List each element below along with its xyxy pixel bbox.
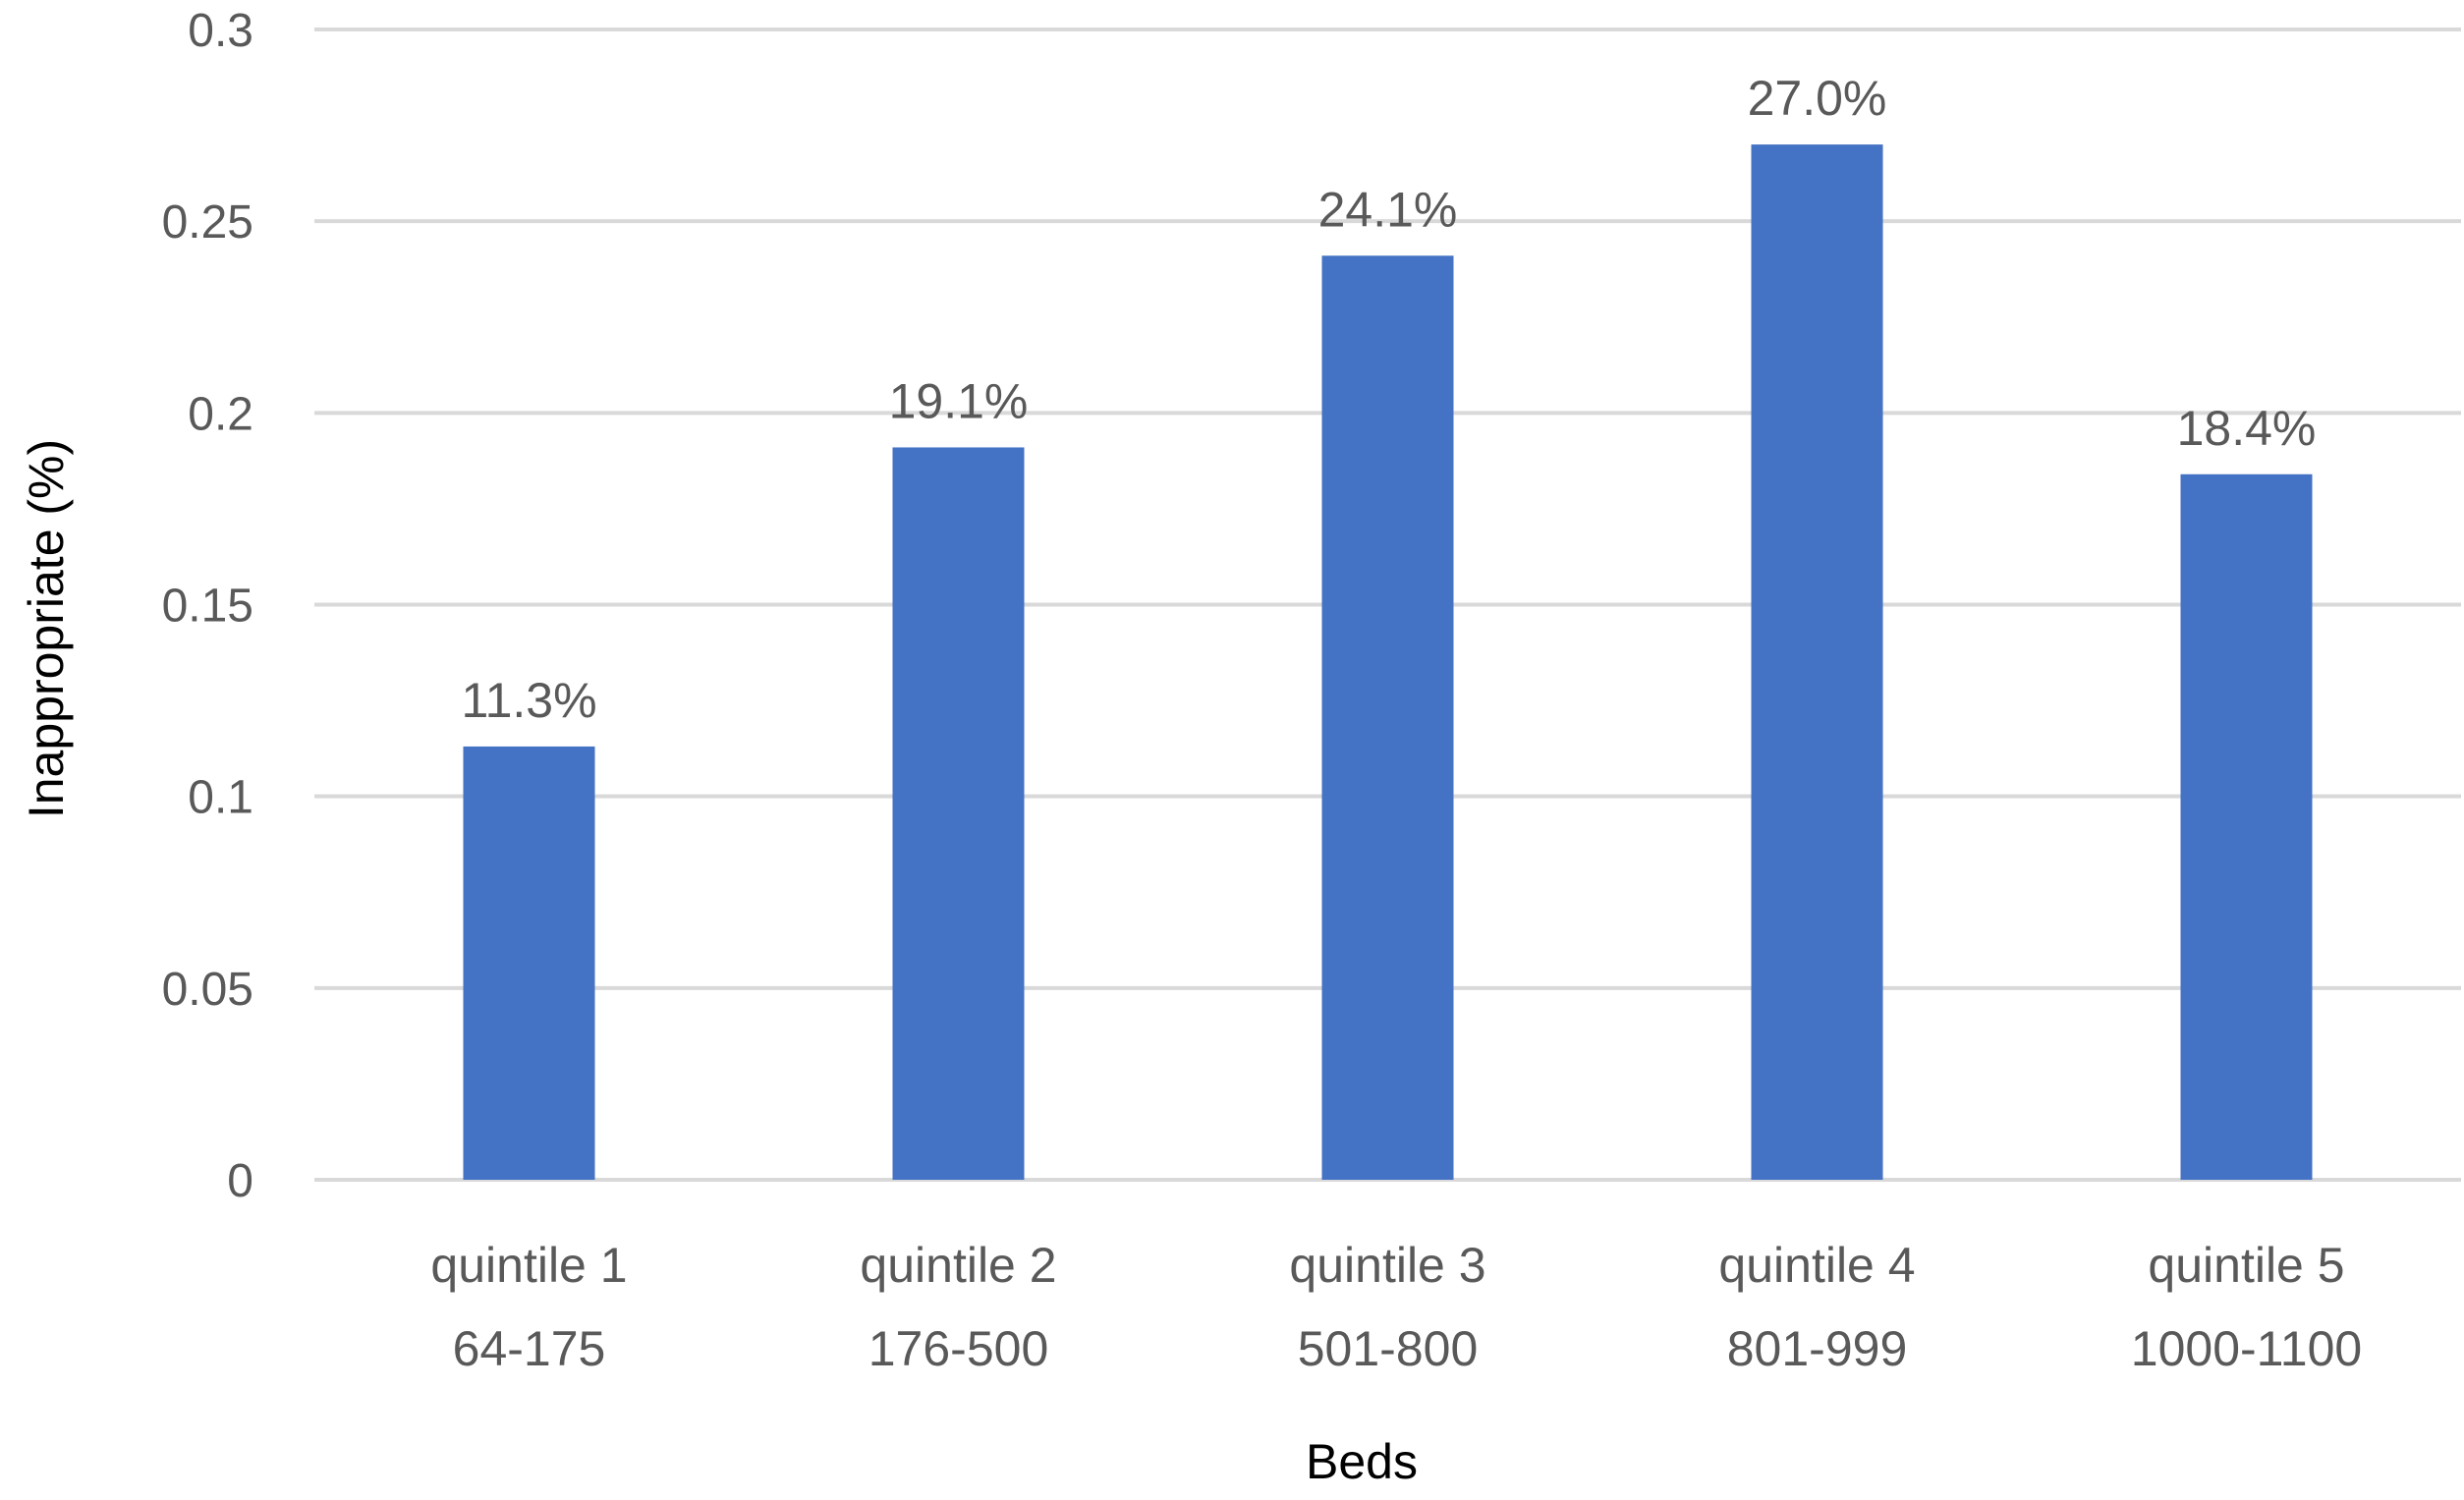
x-tick-label: 176-500 (868, 1321, 1049, 1376)
y-axis-title: Inappropriate (%) (19, 439, 74, 818)
x-tick-label: 801-999 (1727, 1321, 1908, 1376)
data-label: 19.1% (889, 373, 1029, 428)
y-tick-label: 0 (227, 1155, 253, 1207)
y-tick-label: 0.3 (188, 5, 253, 57)
y-tick-label: 0.05 (162, 964, 253, 1016)
data-label: 18.4% (2177, 401, 2317, 456)
bar (463, 746, 595, 1180)
x-tick-label: quintile 1 (430, 1238, 627, 1293)
x-tick-label: 64-175 (453, 1321, 606, 1376)
y-tick-label: 0.15 (162, 581, 253, 633)
bar (1751, 144, 1883, 1181)
x-tick-label: quintile 5 (2148, 1238, 2344, 1293)
x-tick-label: quintile 3 (1289, 1238, 1485, 1293)
x-tick-label: 1000-1100 (2131, 1321, 2362, 1376)
data-label: 27.0% (1748, 71, 1887, 126)
data-label: 11.3% (461, 673, 596, 728)
data-label: 24.1% (1318, 182, 1458, 237)
x-tick-label: 501-800 (1298, 1321, 1479, 1376)
bar (1321, 255, 1454, 1181)
y-tick-label: 0.25 (162, 196, 253, 249)
x-tick-label: quintile 2 (860, 1238, 1056, 1293)
y-tick-label: 0.1 (188, 772, 253, 824)
x-tick-label: quintile 4 (1718, 1238, 1915, 1293)
x-axis-title: Beds (1306, 1434, 1418, 1489)
bar (892, 447, 1025, 1180)
y-tick-label: 0.2 (188, 388, 253, 440)
bar (2180, 473, 2313, 1181)
